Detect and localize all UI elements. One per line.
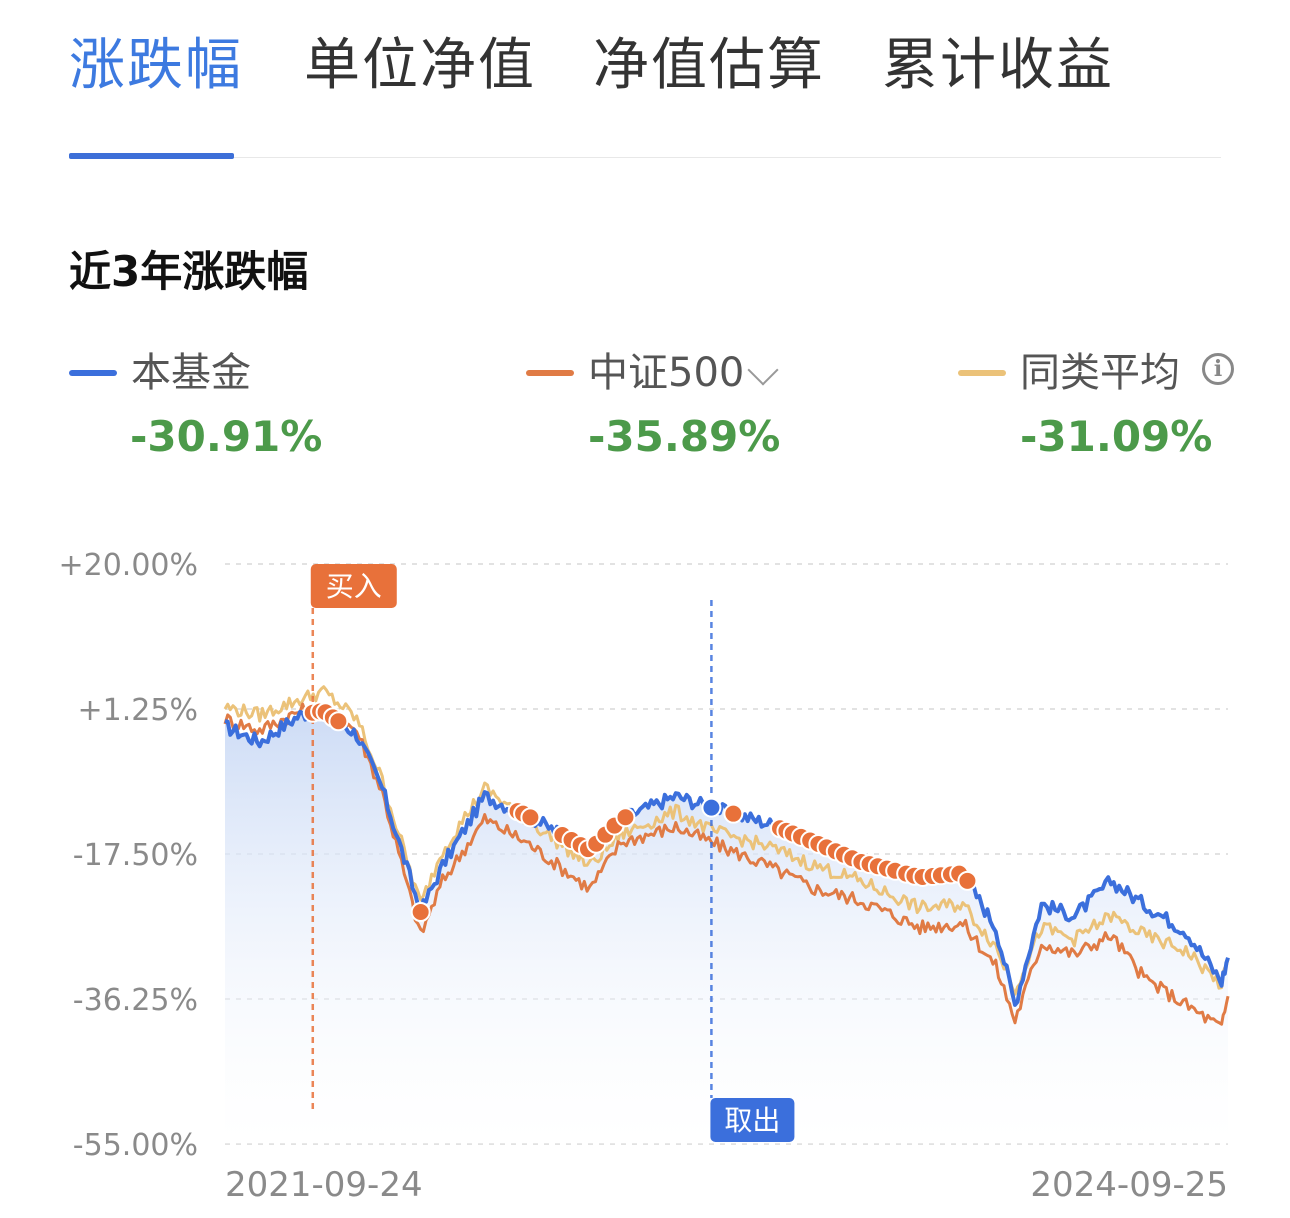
x-axis: 2021-09-24 2024-09-25 — [225, 1165, 1228, 1205]
y-tick-label: -17.50% — [73, 838, 198, 873]
y-axis: +20.00% +1.25% -17.50% -36.25% -55.00% — [58, 548, 198, 1163]
buy-badge — [310, 564, 397, 608]
x-tick-label-start: 2021-09-24 — [225, 1165, 423, 1205]
y-tick-label: -55.00% — [73, 1128, 198, 1163]
sell-badge — [710, 1098, 795, 1142]
tab-unit-nav[interactable]: 单位净值 — [304, 33, 536, 98]
active-tab-indicator — [69, 153, 234, 159]
legend-value-index: -35.89% — [588, 412, 781, 461]
legend-line-peer-average — [958, 370, 1006, 376]
tab-bar: 涨跌幅 单位净值 净值估算 累计收益 — [0, 0, 1290, 160]
buy-badge-label: 买入 — [326, 570, 382, 603]
buy-point — [615, 807, 636, 828]
buy-point — [723, 803, 744, 824]
buy-point — [520, 807, 541, 828]
legend-label-fund: 本基金 — [131, 350, 251, 396]
section-title: 近3年涨跌幅 — [69, 247, 309, 296]
y-tick-label: -36.25% — [73, 983, 198, 1018]
sell-point — [701, 797, 722, 818]
tab-cumulative-return[interactable]: 累计收益 — [882, 33, 1114, 98]
y-tick-label: +1.25% — [78, 693, 198, 728]
series-line-2 — [223, 685, 1230, 996]
buy-point — [957, 870, 978, 891]
performance-chart[interactable]: +20.00%+1.25%-17.50%-36.25%-55.00% 买入取出 … — [0, 500, 1290, 1218]
legend-value-fund: -30.91% — [130, 412, 323, 461]
sell-badge-label: 取出 — [724, 1104, 780, 1137]
x-tick-label-end: 2024-09-25 — [1030, 1165, 1228, 1205]
trade-points — [302, 701, 978, 922]
legend-label-index: 中证500 — [588, 350, 745, 396]
buy-point — [410, 902, 431, 922]
legend-line-fund — [69, 370, 117, 376]
legend-value-peer-average: -31.09% — [1020, 412, 1213, 461]
tab-divider — [69, 157, 1221, 158]
chevron-down-icon[interactable] — [747, 354, 779, 386]
tab-price-change[interactable]: 涨跌幅 — [69, 33, 243, 98]
info-icon[interactable]: i — [1202, 353, 1234, 385]
legend-label-peer-average: 同类平均 — [1020, 350, 1180, 396]
buy-point — [328, 711, 349, 732]
tab-nav-estimate[interactable]: 净值估算 — [593, 33, 825, 98]
legend-line-index — [526, 370, 574, 376]
y-tick-label: +20.00% — [58, 548, 198, 583]
